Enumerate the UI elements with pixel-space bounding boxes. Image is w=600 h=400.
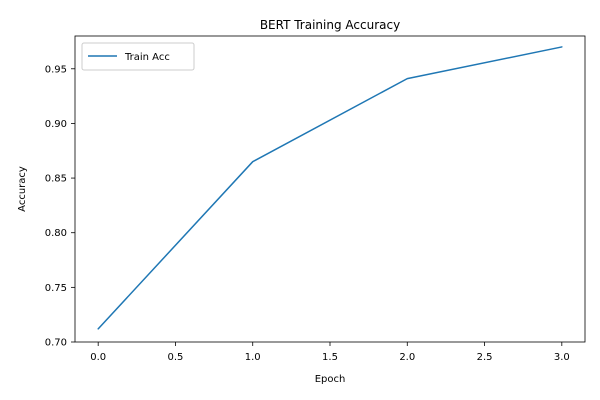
chart-title: BERT Training Accuracy bbox=[260, 18, 400, 32]
x-axis-label: Epoch bbox=[315, 374, 346, 385]
y-tick-label: 0.95 bbox=[45, 64, 67, 75]
legend-label-train-acc: Train Acc bbox=[124, 52, 170, 63]
y-tick-label: 0.70 bbox=[45, 338, 67, 349]
line-series-train-acc bbox=[97, 46, 563, 330]
x-tick-label: 2.5 bbox=[477, 352, 493, 363]
x-tick-label: 3.0 bbox=[554, 352, 570, 363]
y-tick-label: 0.75 bbox=[45, 283, 67, 294]
y-tick-label: 0.90 bbox=[45, 119, 67, 130]
y-tick-label: 0.80 bbox=[45, 228, 67, 239]
y-axis-label: Accuracy bbox=[17, 166, 28, 212]
x-tick-label: 0.0 bbox=[90, 352, 106, 363]
x-axis-ticks: 0.0 0.5 1.0 1.5 2.0 2.5 3.0 bbox=[90, 342, 570, 363]
x-tick-label: 2.0 bbox=[399, 352, 415, 363]
x-tick-label: 1.0 bbox=[245, 352, 261, 363]
legend: Train Acc bbox=[81, 42, 195, 71]
legend-box bbox=[81, 42, 195, 71]
y-tick-label: 0.85 bbox=[45, 174, 67, 185]
series-layer bbox=[97, 46, 563, 330]
x-tick-label: 1.5 bbox=[322, 352, 338, 363]
x-tick-label: 0.5 bbox=[168, 352, 184, 363]
y-axis-ticks: 0.70 0.75 0.80 0.85 0.90 0.95 bbox=[45, 64, 75, 349]
